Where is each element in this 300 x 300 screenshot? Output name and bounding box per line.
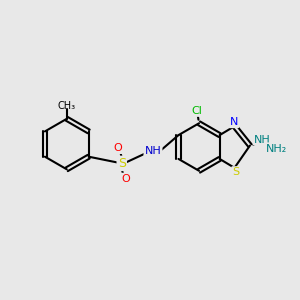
Text: NH: NH bbox=[254, 135, 271, 145]
Text: N: N bbox=[230, 117, 238, 127]
Text: NH: NH bbox=[145, 146, 161, 157]
Text: NH₂: NH₂ bbox=[266, 143, 287, 154]
Text: S: S bbox=[118, 157, 126, 170]
Text: O: O bbox=[121, 174, 130, 184]
Text: CH₃: CH₃ bbox=[58, 101, 76, 111]
Text: O: O bbox=[114, 143, 123, 153]
Text: S: S bbox=[232, 167, 239, 177]
Text: Cl: Cl bbox=[191, 106, 202, 116]
